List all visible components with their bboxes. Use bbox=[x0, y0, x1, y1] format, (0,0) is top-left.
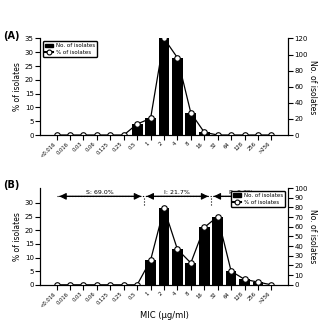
Bar bbox=[212, 217, 223, 285]
Bar bbox=[145, 260, 156, 285]
Y-axis label: % of isolates: % of isolates bbox=[13, 62, 22, 111]
Text: I: 21.7%: I: 21.7% bbox=[164, 190, 190, 195]
Bar bbox=[239, 279, 250, 285]
Text: R: 9.3%: R: 9.3% bbox=[229, 190, 253, 195]
Y-axis label: No. of isolates: No. of isolates bbox=[308, 60, 317, 114]
Bar bbox=[186, 113, 196, 135]
Y-axis label: No. of isolates: No. of isolates bbox=[308, 209, 317, 264]
Legend: No. of isolates, % of isolates: No. of isolates, % of isolates bbox=[230, 191, 285, 207]
Bar bbox=[172, 58, 183, 135]
Bar bbox=[132, 124, 142, 135]
Legend: No. of isolates, % of isolates: No. of isolates, % of isolates bbox=[43, 41, 98, 57]
Y-axis label: % of isolates: % of isolates bbox=[13, 212, 22, 261]
Bar bbox=[159, 38, 169, 135]
Bar bbox=[199, 132, 210, 135]
X-axis label: MIC (μg/ml): MIC (μg/ml) bbox=[140, 311, 188, 320]
Text: (B): (B) bbox=[3, 180, 19, 190]
Bar bbox=[145, 118, 156, 135]
Text: S: 69.0%: S: 69.0% bbox=[86, 190, 114, 195]
Bar bbox=[186, 263, 196, 285]
Bar bbox=[226, 271, 236, 285]
Bar bbox=[172, 249, 183, 285]
Text: (A): (A) bbox=[3, 31, 19, 41]
Bar bbox=[159, 208, 169, 285]
Bar bbox=[199, 228, 210, 285]
Bar bbox=[252, 282, 263, 285]
